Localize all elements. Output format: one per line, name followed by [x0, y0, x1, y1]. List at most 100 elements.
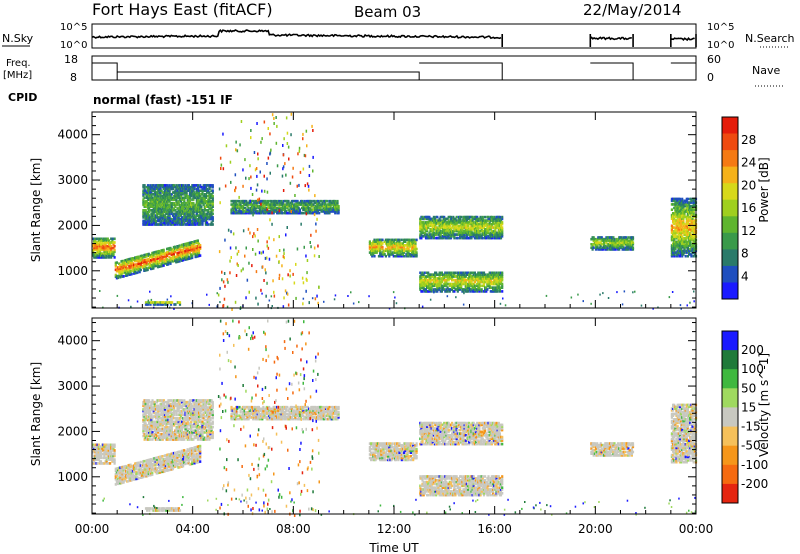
echo-cell — [260, 251, 263, 255]
echo-cell — [274, 203, 277, 206]
echo-cell — [415, 238, 418, 242]
echo-cell — [112, 246, 115, 250]
echo-cell — [188, 187, 192, 191]
echo-cell — [451, 233, 454, 236]
echo-cell — [172, 245, 175, 249]
echo-cell — [163, 210, 167, 214]
echo-cell — [459, 236, 462, 240]
echo-cell — [481, 222, 484, 226]
echo-cell — [384, 247, 387, 251]
echo-cell — [127, 299, 130, 302]
echo-cell — [188, 191, 192, 194]
echo-cell — [629, 239, 632, 243]
echo-cell — [284, 289, 287, 293]
echo-cell — [153, 194, 156, 198]
echo-cell — [693, 247, 696, 251]
echo-cell — [676, 197, 679, 201]
echo-cell — [245, 201, 248, 205]
echo-cell — [179, 210, 182, 214]
echo-cell — [692, 228, 695, 231]
echo-cell — [429, 280, 432, 284]
echo-cell — [158, 223, 161, 226]
echo-cell — [248, 177, 250, 181]
echo-cell — [174, 198, 177, 201]
echo-cell — [151, 196, 154, 200]
echo-cell — [427, 278, 430, 282]
echo-cell — [211, 185, 214, 189]
echo-cell — [191, 187, 194, 191]
echo-cell — [210, 210, 213, 214]
echo-cell — [93, 256, 96, 259]
echo-cell — [478, 233, 481, 236]
echo-cell — [335, 205, 338, 208]
echo-cell — [455, 215, 458, 219]
echo-cell — [219, 301, 221, 304]
echo-cell — [681, 203, 684, 206]
echo-cell — [160, 189, 163, 192]
echo-cell — [600, 236, 603, 239]
echo-cell — [681, 244, 684, 247]
echo-cell — [193, 187, 196, 191]
echo-cell — [93, 449, 96, 452]
echo-cell — [692, 254, 695, 258]
echo-cell — [430, 221, 433, 224]
echo-cell — [179, 214, 182, 217]
echo-cell — [434, 224, 437, 228]
echo-cell — [449, 236, 453, 240]
echo-cell — [194, 250, 197, 253]
echo-cell — [432, 224, 435, 228]
echo-cell — [286, 131, 289, 135]
echo-cell — [174, 191, 177, 194]
echo-cell — [142, 266, 145, 269]
echo-cell — [466, 284, 470, 288]
echo-cell — [468, 217, 471, 221]
echo-cell — [148, 203, 151, 207]
echo-cell — [195, 250, 198, 253]
echo-cell — [249, 164, 251, 168]
echo-cell — [163, 194, 167, 198]
echo-cell — [154, 221, 157, 224]
echo-cell — [498, 282, 501, 286]
echo-cell — [211, 200, 214, 203]
echo-cell — [174, 245, 177, 249]
echo-cell — [183, 216, 186, 219]
echo-cell — [481, 215, 484, 219]
echo-cell — [176, 185, 179, 189]
echo-cell — [236, 203, 239, 206]
echo-cell — [167, 209, 170, 212]
echo-cell — [185, 210, 188, 214]
echo-cell — [612, 236, 615, 239]
echo-cell — [261, 292, 263, 295]
echo-cell — [673, 249, 676, 253]
echo-cell — [288, 208, 291, 211]
echo-cell — [392, 251, 395, 254]
echo-cell — [163, 260, 166, 263]
echo-cell — [204, 187, 207, 191]
echo-cell — [630, 244, 633, 248]
echo-cell — [269, 218, 271, 222]
echo-cell — [196, 241, 199, 244]
echo-cell — [683, 199, 686, 203]
echo-cell — [449, 235, 453, 238]
echo-cell — [166, 193, 169, 196]
echo-cell — [254, 210, 257, 213]
echo-cell — [136, 255, 139, 259]
echo-cell — [603, 244, 606, 248]
echo-cell — [599, 293, 601, 296]
echo-cell — [388, 238, 391, 242]
echo-cell — [592, 246, 595, 249]
echo-cell — [166, 223, 169, 226]
echo-cell — [252, 210, 255, 213]
echo-cell — [337, 205, 340, 208]
echo-cell — [192, 251, 195, 254]
echo-cell — [201, 189, 204, 192]
echo-cell — [319, 206, 322, 210]
echo-cell — [454, 228, 457, 231]
colorbar-cell — [722, 183, 738, 201]
echo-cell — [265, 201, 268, 205]
echo-cell — [199, 221, 202, 224]
echo-cell — [137, 269, 140, 272]
echo-cell — [175, 184, 178, 187]
echo-cell — [192, 184, 195, 187]
